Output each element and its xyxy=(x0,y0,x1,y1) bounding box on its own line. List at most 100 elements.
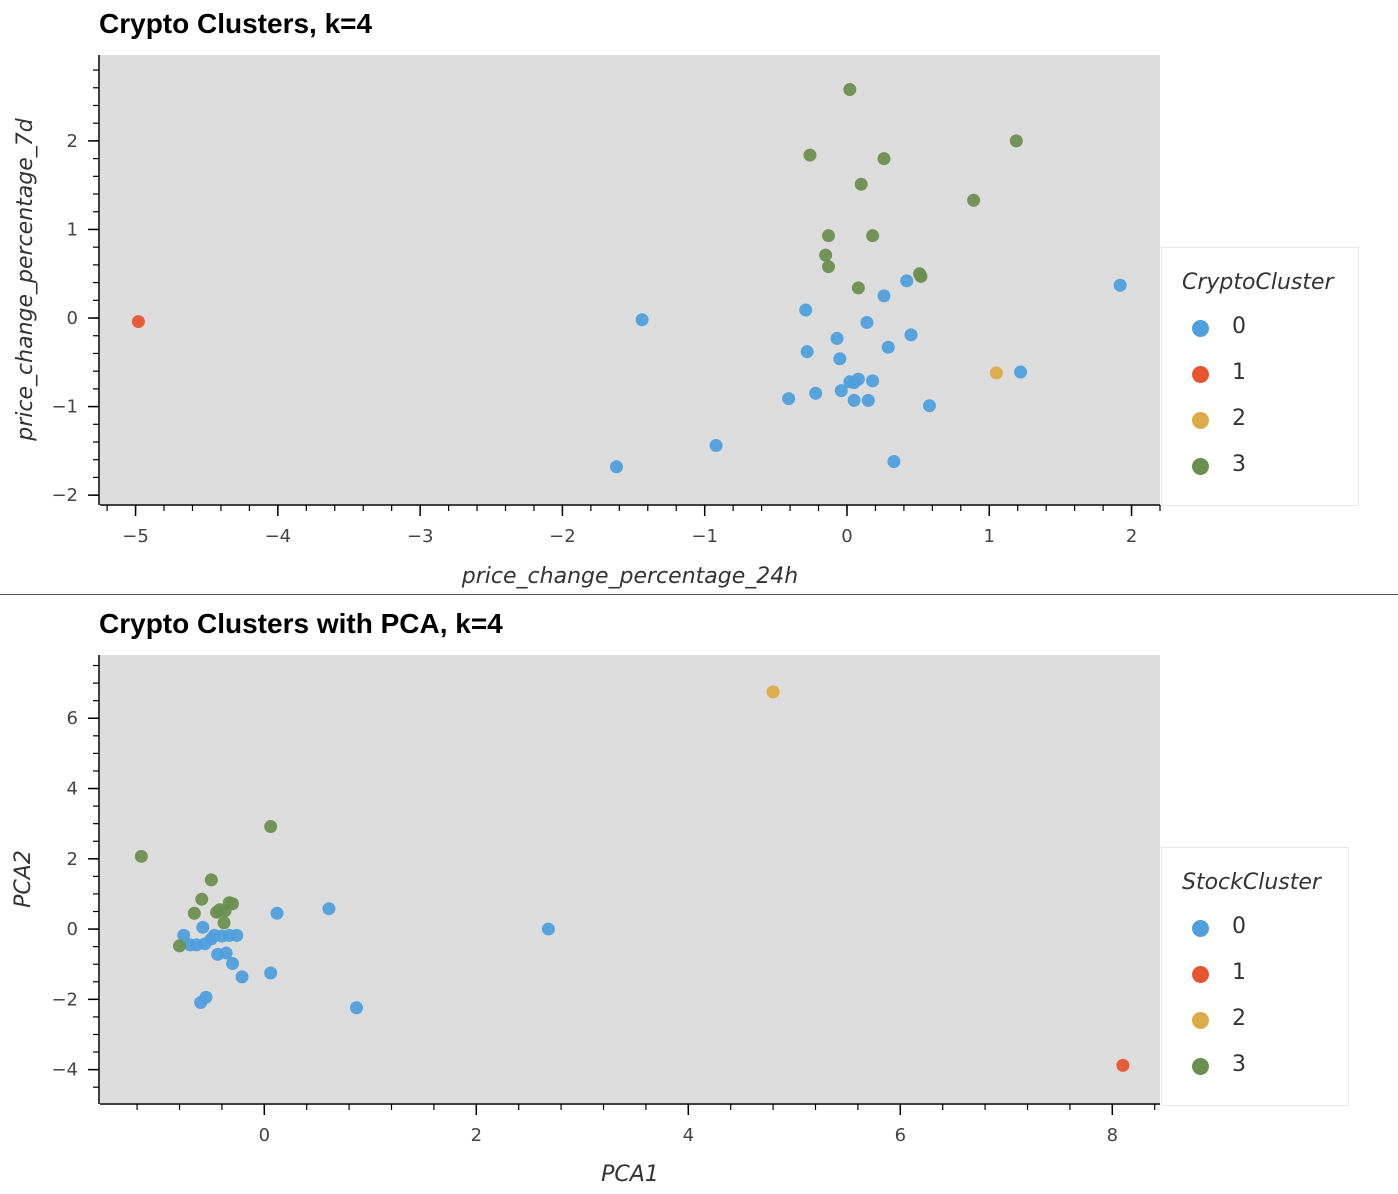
data-point-cluster-3[interactable] xyxy=(821,260,835,274)
data-point-cluster-3[interactable] xyxy=(803,148,817,162)
data-point-cluster-0[interactable] xyxy=(860,315,874,329)
data-point-cluster-3[interactable] xyxy=(173,939,186,953)
data-point-cluster-0[interactable] xyxy=(196,920,210,934)
data-point-cluster-0[interactable] xyxy=(809,386,823,400)
data-point-cluster-2[interactable] xyxy=(766,685,780,699)
plot-area[interactable] xyxy=(100,655,1160,1103)
legend-label-2: 2 xyxy=(1232,406,1246,431)
x-tick-label: 0 xyxy=(841,526,852,547)
data-point-cluster-0[interactable] xyxy=(350,1001,364,1015)
x-tick-label: −4 xyxy=(265,526,292,547)
chart-title: Crypto Clusters, k=4 xyxy=(99,8,373,39)
x-tick-label: 4 xyxy=(683,1125,694,1146)
data-point-cluster-0[interactable] xyxy=(226,957,239,971)
data-point-cluster-3[interactable] xyxy=(1009,134,1023,148)
data-point-cluster-0[interactable] xyxy=(541,922,555,936)
data-point-cluster-0[interactable] xyxy=(199,990,213,1004)
data-point-cluster-0[interactable] xyxy=(851,372,865,386)
data-point-cluster-0[interactable] xyxy=(322,902,336,916)
x-axis-label: price_change_percentage_24h xyxy=(461,564,798,589)
y-axis-label: price_change_percentage_7d xyxy=(13,117,38,441)
data-point-cluster-0[interactable] xyxy=(877,289,891,303)
x-tick-label: 1 xyxy=(984,526,995,547)
data-point-cluster-2[interactable] xyxy=(989,366,1003,380)
data-point-cluster-0[interactable] xyxy=(270,906,284,920)
data-point-cluster-0[interactable] xyxy=(1014,365,1028,379)
legend-label-0: 0 xyxy=(1232,314,1246,339)
data-point-cluster-0[interactable] xyxy=(709,439,723,453)
y-tick-label: −4 xyxy=(51,1060,78,1081)
data-point-cluster-0[interactable] xyxy=(219,946,233,960)
x-axis-label: PCA1 xyxy=(601,1162,659,1187)
legend-label-0: 0 xyxy=(1232,914,1246,939)
data-point-cluster-3[interactable] xyxy=(264,819,278,833)
panel-divider xyxy=(0,594,1398,595)
data-point-cluster-0[interactable] xyxy=(799,303,813,317)
data-point-cluster-3[interactable] xyxy=(217,916,231,930)
data-point-cluster-3[interactable] xyxy=(134,849,148,863)
chart-panel-1: Crypto Clusters, k=4 −5 −4 −3 −2 −1 0 1 2 −2 −1 0 1… xyxy=(0,0,1398,594)
data-point-cluster-0[interactable] xyxy=(833,352,847,366)
data-point-cluster-3[interactable] xyxy=(866,229,880,243)
data-point-cluster-0[interactable] xyxy=(847,393,861,407)
data-point-cluster-0[interactable] xyxy=(609,460,623,474)
x-tick-label: −3 xyxy=(407,526,434,547)
data-point-cluster-0[interactable] xyxy=(834,384,848,398)
data-point-cluster-0[interactable] xyxy=(800,345,814,359)
data-point-cluster-0[interactable] xyxy=(635,313,649,327)
legend-marker-3 xyxy=(1192,1058,1209,1075)
data-point-cluster-0[interactable] xyxy=(782,392,796,406)
data-point-cluster-3[interactable] xyxy=(843,83,857,97)
data-point-cluster-3[interactable] xyxy=(187,906,201,920)
legend-marker-0 xyxy=(1192,920,1209,937)
x-tick-label: −2 xyxy=(549,526,576,547)
data-point-cluster-0[interactable] xyxy=(923,399,937,413)
data-point-cluster-3[interactable] xyxy=(967,193,981,207)
legend-marker-2 xyxy=(1192,1012,1209,1029)
data-point-cluster-0[interactable] xyxy=(230,928,244,942)
data-point-cluster-3[interactable] xyxy=(854,177,868,191)
data-point-cluster-3[interactable] xyxy=(821,229,835,243)
data-point-cluster-0[interactable] xyxy=(830,331,844,345)
y-tick-label: 2 xyxy=(67,849,78,870)
y-tick-label: −2 xyxy=(51,989,78,1010)
data-point-cluster-0[interactable] xyxy=(235,970,249,984)
data-point-cluster-3[interactable] xyxy=(914,269,928,283)
data-point-cluster-3[interactable] xyxy=(226,897,239,911)
x-tick-label: 2 xyxy=(1126,526,1137,547)
legend-label-1: 1 xyxy=(1232,960,1246,985)
data-point-cluster-0[interactable] xyxy=(861,393,875,407)
data-point-cluster-0[interactable] xyxy=(881,340,895,354)
data-point-cluster-0[interactable] xyxy=(887,454,901,468)
data-point-cluster-3[interactable] xyxy=(819,248,833,262)
data-point-cluster-0[interactable] xyxy=(264,966,278,980)
x-tick-label: 6 xyxy=(895,1125,906,1146)
legend-marker-1 xyxy=(1192,366,1209,383)
y-tick-label: 4 xyxy=(67,779,78,800)
data-point-cluster-3[interactable] xyxy=(195,892,209,906)
legend-label-3: 3 xyxy=(1232,452,1246,477)
data-point-cluster-1[interactable] xyxy=(131,315,145,329)
data-point-cluster-0[interactable] xyxy=(900,274,914,288)
y-tick-label: 0 xyxy=(67,919,78,940)
plot-area[interactable] xyxy=(100,55,1160,504)
y-tick-label: 6 xyxy=(67,708,78,729)
data-point-cluster-3[interactable] xyxy=(851,281,865,295)
data-point-cluster-3[interactable] xyxy=(877,152,891,166)
data-point-cluster-0[interactable] xyxy=(904,328,918,342)
legend-marker-3 xyxy=(1192,458,1209,475)
x-tick-label: −5 xyxy=(122,526,149,547)
chart-panel-2: Crypto Clusters with PCA, k=4 0 2 4 6 8 −4 −2 0… xyxy=(0,595,1398,1194)
scatter-plot[interactable]: 0 2 4 6 8 −4 −2 0 2 4 6 PCA1 PCA2 xyxy=(0,595,1398,1194)
chart-title: Crypto Clusters with PCA, k=4 xyxy=(99,608,503,639)
y-tick-label: −1 xyxy=(51,397,78,418)
legend-title: StockCluster xyxy=(1182,870,1321,895)
data-point-cluster-0[interactable] xyxy=(177,928,191,942)
x-tick-label: −1 xyxy=(691,526,718,547)
data-point-cluster-0[interactable] xyxy=(866,374,880,388)
data-point-cluster-1[interactable] xyxy=(1116,1058,1130,1072)
data-point-cluster-0[interactable] xyxy=(1113,278,1127,292)
data-point-cluster-3[interactable] xyxy=(204,873,218,887)
legend-label-1: 1 xyxy=(1232,360,1246,385)
scatter-plot[interactable]: −5 −4 −3 −2 −1 0 1 2 −2 −1 0 1 2 price_change_percent… xyxy=(0,0,1398,594)
